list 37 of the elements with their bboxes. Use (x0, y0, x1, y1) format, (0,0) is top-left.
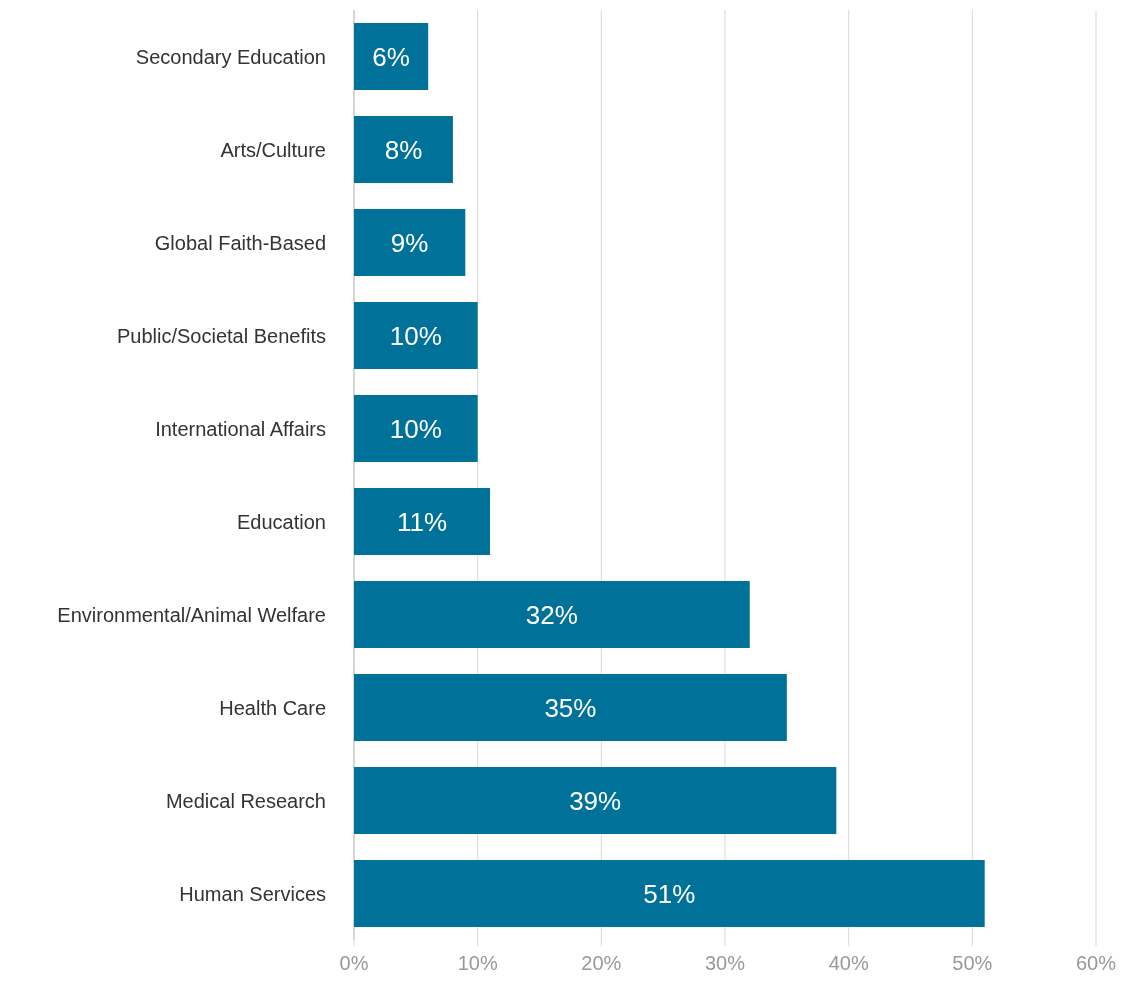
y-tick-label: Health Care (219, 696, 326, 719)
data-label: 10% (389, 320, 442, 351)
data-label: 8% (384, 134, 423, 165)
data-label: 11% (396, 506, 448, 537)
bar (354, 674, 787, 741)
x-tick-label: 40% (828, 952, 869, 974)
bar (354, 767, 837, 834)
y-tick-label: International Affairs (155, 417, 326, 440)
bar (354, 395, 478, 462)
x-tick-label: 30% (704, 952, 746, 974)
data-label: 35% (544, 692, 597, 723)
y-tick-label: Environmental/Animal Welfare (57, 603, 326, 626)
y-tick-label: Education (237, 510, 326, 533)
data-label: 51% (643, 878, 696, 909)
x-tick-label: 20% (581, 952, 622, 974)
bar (354, 581, 750, 648)
data-label: 6% (372, 41, 410, 72)
y-tick-label: Arts/Culture (220, 138, 326, 161)
x-tick-label: 0% (339, 952, 369, 974)
bar (354, 116, 453, 183)
x-tick-label: 50% (952, 952, 993, 974)
data-label: 10% (389, 413, 442, 444)
bar (354, 860, 985, 927)
y-tick-label: Global Faith-Based (154, 231, 326, 254)
data-label: 32% (525, 599, 578, 630)
y-tick-label: Public/Societal Benefits (116, 324, 326, 347)
bar (354, 23, 429, 90)
bar (354, 302, 478, 369)
bar (354, 488, 491, 555)
bar (354, 209, 466, 276)
x-tick-label: 60% (1075, 952, 1117, 974)
x-tick-label: 10% (457, 952, 498, 974)
data-label: 9% (390, 227, 429, 258)
y-tick-label: Secondary Education (135, 45, 326, 68)
y-tick-label: Human Services (179, 882, 326, 905)
y-tick-label: Medical Research (165, 789, 326, 812)
data-label: 39% (569, 785, 622, 816)
